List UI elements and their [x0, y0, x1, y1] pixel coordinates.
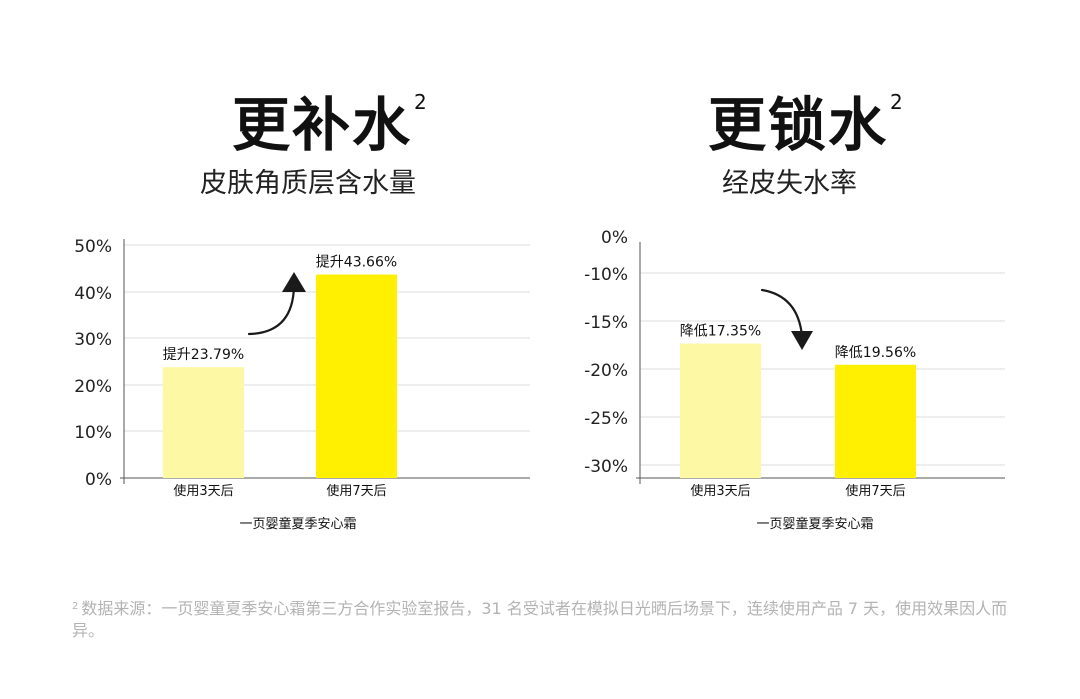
chart1-y-tick-label: 40%: [74, 284, 112, 304]
chart2-y-tick-label: 0%: [601, 228, 628, 248]
chart2-y-tick-label: -10%: [584, 265, 628, 285]
chart1-data-label: 提升23.79%: [163, 347, 244, 363]
footnote-marker: 2: [72, 601, 79, 612]
chart1-y-tick-label: 10%: [74, 423, 112, 443]
chart2-bar: [680, 343, 761, 478]
chart1-category-label: 使用7天后: [326, 483, 386, 499]
chart2-data-label: 降低19.56%: [835, 345, 916, 361]
chart1-y-tick-label: 50%: [74, 237, 112, 257]
chart2-y-tick-label: -20%: [584, 361, 628, 381]
chart2-category-label: 使用7天后: [845, 483, 905, 499]
chart1-y-tick-label: 30%: [74, 330, 112, 350]
chart2-y-tick-label: -25%: [584, 409, 628, 429]
footnote: 2 数据来源：一页婴童夏季安心霜第三方合作实验室报告，31 名受试者在模拟日光晒后…: [72, 598, 1012, 642]
chart1-bar: [163, 367, 244, 478]
chart1-y-tick-label: 0%: [85, 470, 112, 490]
chart2-arrow-down-icon: [760, 288, 804, 338]
chart2-subtitle: 经皮失水率: [722, 168, 857, 199]
chart1-title-footnote-marker: 2: [414, 90, 429, 114]
chart2-arrowhead-icon: [791, 331, 813, 350]
chart1-y-tick-label: 20%: [74, 377, 112, 397]
chart1-category-label: 使用3天后: [173, 483, 233, 499]
chart1-arrowhead-icon: [282, 272, 306, 292]
footnote-text: 数据来源：一页婴童夏季安心霜第三方合作实验室报告，31 名受试者在模拟日光晒后场…: [72, 599, 1008, 640]
chart2-bar: [835, 364, 916, 478]
chart1-data-label: 提升43.66%: [316, 255, 397, 271]
chart2-category-label: 使用3天后: [690, 483, 750, 499]
chart2-data-label: 降低17.35%: [680, 324, 761, 340]
chart2-y-tick-label: -30%: [584, 457, 628, 477]
chart1-title: 更补水 2: [232, 90, 429, 159]
chart2-x-axis-title: 一页婴童夏季安心霜: [756, 516, 873, 532]
chart2-title-footnote-marker: 2: [890, 90, 905, 114]
chart1-arrow-up-icon: [247, 284, 296, 336]
chart1-subtitle: 皮肤角质层含水量: [200, 168, 416, 199]
chart2-y-tick-label: -15%: [584, 313, 628, 333]
chart2-title: 更锁水 2: [708, 90, 905, 159]
chart1-bar: [316, 274, 397, 478]
chart1-x-axis-title: 一页婴童夏季安心霜: [239, 516, 356, 532]
